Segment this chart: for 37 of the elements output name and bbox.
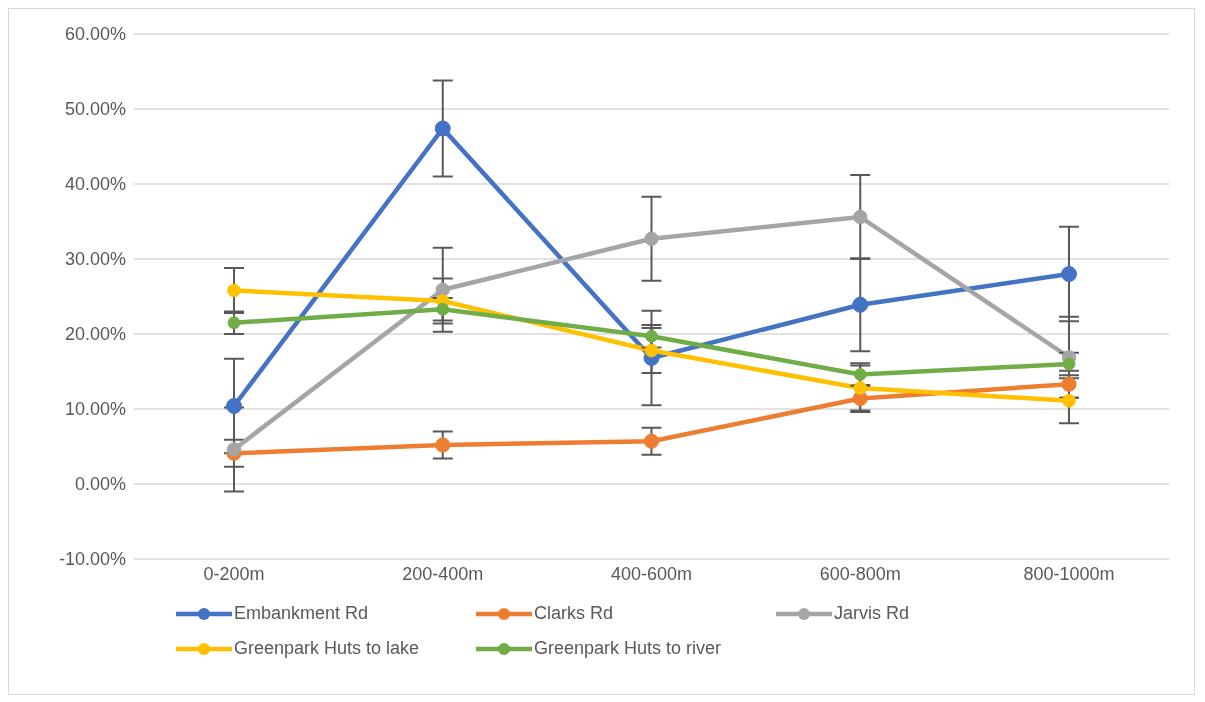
point [227, 316, 241, 330]
point [853, 381, 868, 395]
y-tick-label: 10.00% [64, 399, 126, 420]
x-tick-label: 600-800m [819, 563, 901, 584]
y-tick-label: 60.00% [64, 24, 126, 45]
point [226, 398, 242, 414]
x-tick-label: 0-200m [203, 563, 265, 584]
point [227, 283, 241, 298]
legend-label: Greenpark Huts to river [534, 638, 722, 659]
legend-label: Embankment Rd [234, 603, 369, 624]
x-tick-label: 200-400m [402, 563, 484, 584]
legend-label: Jarvis Rd [834, 603, 910, 624]
point [1061, 266, 1077, 282]
point [852, 296, 869, 313]
y-tick-label: 50.00% [64, 99, 126, 120]
point [853, 209, 868, 225]
point [644, 231, 659, 246]
point [853, 368, 867, 381]
y-tick-label: 0.00% [74, 474, 126, 495]
point [1062, 357, 1076, 371]
legend-label: Clarks Rd [534, 603, 614, 624]
x-tick-label: 400-600m [610, 563, 693, 584]
y-tick-label: 30.00% [64, 249, 126, 270]
y-tick-label: 20.00% [64, 324, 126, 345]
point [1062, 393, 1076, 408]
point [435, 437, 451, 453]
point [643, 433, 660, 449]
point [1061, 376, 1077, 392]
point [436, 302, 450, 316]
point [434, 120, 451, 137]
point [644, 343, 659, 358]
y-tick-label: 40.00% [64, 174, 126, 195]
point [226, 442, 242, 457]
y-tick-label: -10.00% [58, 549, 126, 570]
point [645, 329, 658, 343]
legend-label: Greenpark Huts to lake [234, 638, 420, 659]
x-tick-label: 800-1000m [1023, 563, 1115, 584]
